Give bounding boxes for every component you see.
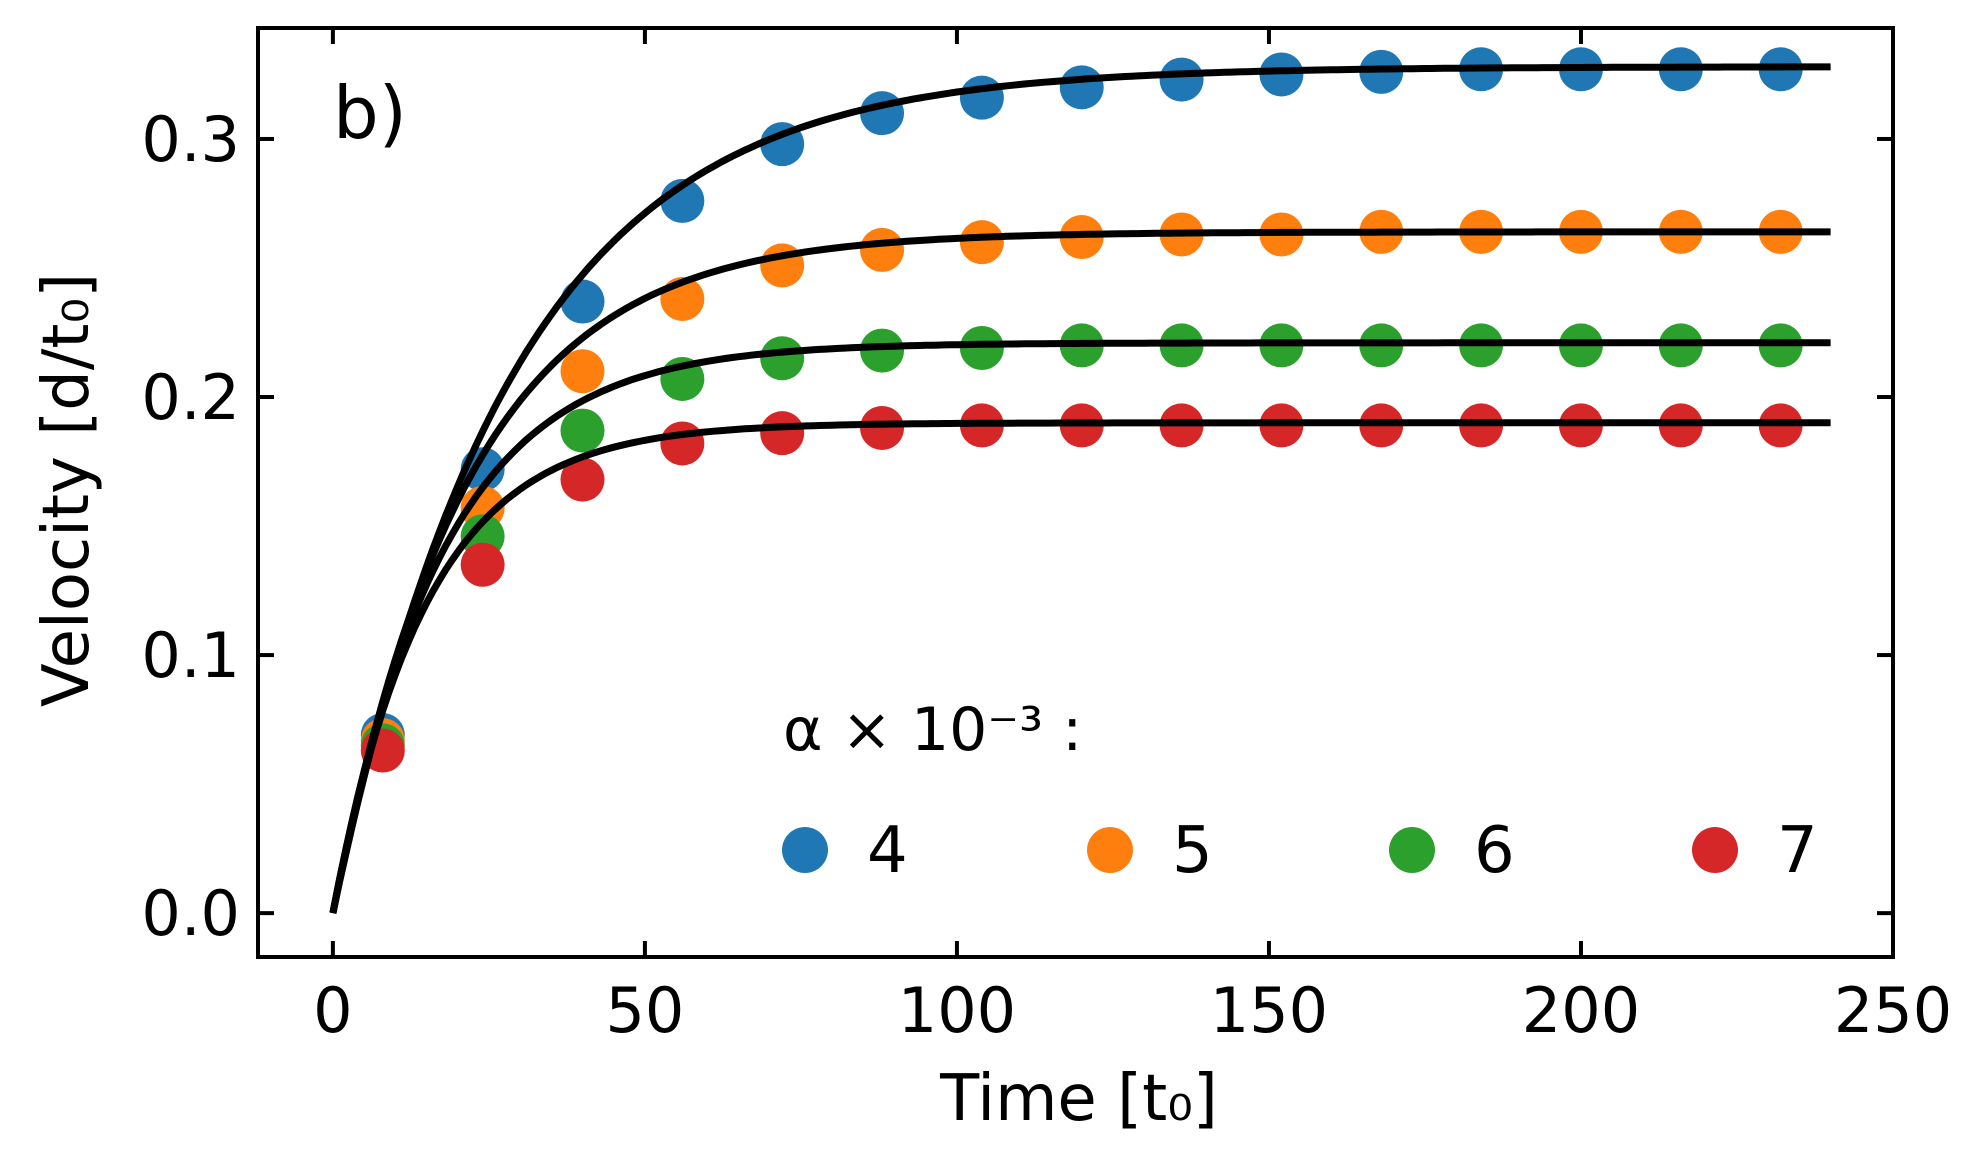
legend-marker-5 [1087, 827, 1133, 873]
legend-marker-6 [1389, 827, 1435, 873]
legend-title: α × 10⁻³ : [783, 695, 1082, 765]
data-point-4 [560, 279, 605, 324]
data-point-5 [560, 349, 605, 394]
ticks [258, 28, 1895, 957]
data-point-4 [1259, 52, 1304, 97]
data-point-7 [460, 542, 505, 587]
fit-curves [329, 63, 1831, 914]
data-point-4 [1059, 65, 1104, 110]
fit-curve-6 [329, 339, 1831, 914]
data-point-6 [760, 336, 805, 381]
legend-items: 4 5 6 7 [782, 814, 1818, 888]
data-point-4 [860, 91, 905, 136]
x-tick-label: 150 [1210, 974, 1328, 1047]
legend-label-6: 6 [1474, 814, 1515, 888]
data-point-7 [860, 405, 905, 450]
legend: α × 10⁻³ : 4 5 6 7 [782, 695, 1818, 888]
data-point-6 [959, 325, 1004, 370]
legend-label-5: 5 [1172, 814, 1213, 888]
legend-label-4: 4 [867, 814, 908, 888]
legend-marker-4 [782, 827, 828, 873]
fit-curve-4 [329, 63, 1831, 914]
data-point-4 [1159, 57, 1204, 102]
legend-label-7: 7 [1777, 814, 1818, 888]
x-tick-label: 0 [313, 974, 352, 1047]
y-axis-label: Velocity [d/t₀] [30, 273, 104, 707]
y-tick-label: 0.3 [141, 103, 240, 176]
x-tick-label: 250 [1834, 974, 1952, 1047]
data-points [360, 47, 1803, 773]
data-point-7 [760, 411, 805, 456]
fit-curve-5 [329, 228, 1831, 914]
panel-label: b) [333, 71, 407, 155]
data-point-4 [959, 75, 1004, 120]
y-tick-labels: 0.0 0.1 0.2 0.3 [141, 103, 240, 950]
x-tick-label: 50 [605, 974, 684, 1047]
plot-frame [256, 26, 1895, 959]
fit-curve-7 [329, 419, 1831, 914]
y-tick-label: 0.0 [141, 877, 240, 950]
y-tick-label: 0.2 [141, 361, 240, 434]
data-point-6 [560, 408, 605, 453]
x-tick-label: 100 [898, 974, 1016, 1047]
data-point-6 [860, 328, 905, 373]
legend-marker-7 [1692, 827, 1738, 873]
x-tick-labels: 0 50 100 150 200 250 [313, 974, 1952, 1047]
data-point-7 [560, 457, 605, 502]
data-point-7 [660, 421, 705, 466]
data-point-5 [959, 220, 1004, 265]
x-tick-label: 200 [1522, 974, 1640, 1047]
x-axis-label: Time [t₀] [939, 1062, 1218, 1136]
y-tick-label: 0.1 [141, 619, 240, 692]
data-point-5 [860, 227, 905, 272]
